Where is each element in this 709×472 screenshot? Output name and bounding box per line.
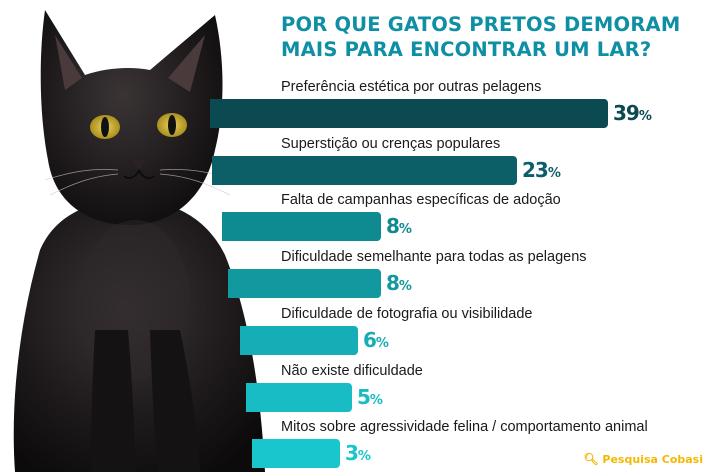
cat-head [40, 10, 223, 225]
percent-sign: % [369, 392, 383, 408]
bar-value-label: 3% [345, 441, 371, 466]
bar [222, 212, 381, 242]
source-credit: 🔍︎ Pesquisa Cobasi [583, 452, 703, 466]
magnifier-icon: 🔍︎ [583, 452, 599, 466]
bar [252, 439, 340, 469]
bar-value-label: 39% [613, 101, 652, 125]
bar-label: Dificuldade semelhante para todas as pel… [281, 249, 587, 266]
bar-label: Preferência estética por outras pelagens [281, 79, 542, 95]
source-text: Pesquisa Cobasi [602, 453, 703, 466]
bar-label: Mitos sobre agressividade felina / compo… [281, 419, 648, 436]
percent-sign: % [638, 109, 652, 124]
bar-value-label: 8% [386, 214, 412, 239]
percent-sign: % [547, 165, 561, 181]
percent-sign: % [375, 335, 389, 351]
bar-label: Dificuldade de fotografia ou visibilidad… [281, 305, 533, 322]
bar-label: Não existe dificuldade [281, 362, 423, 379]
chart-title: POR QUE GATOS PRETOS DEMORAM MAIS PARA E… [281, 12, 701, 62]
bar [246, 382, 352, 412]
chart-title-line-2: MAIS PARA ENCONTRAR UM LAR? [281, 38, 652, 61]
black-cat-photo [13, 10, 265, 472]
percent-sign: % [357, 449, 371, 465]
percent-sign: % [398, 222, 412, 238]
bar-label: Falta de campanhas específicas de adoção [281, 192, 561, 209]
bar [240, 325, 358, 355]
bar-value-label: 8% [386, 271, 412, 296]
bar [212, 155, 517, 185]
bar [228, 269, 381, 299]
bar-value-label: 6% [363, 327, 389, 352]
bar-label: Superstição ou crenças populares [281, 135, 501, 152]
bar-value-label: 23% [522, 157, 561, 182]
bar-value-label: 5% [357, 384, 383, 409]
chart-title-line-1: POR QUE GATOS PRETOS DEMORAM [281, 13, 681, 36]
percent-sign: % [398, 279, 412, 295]
bar [210, 99, 608, 128]
